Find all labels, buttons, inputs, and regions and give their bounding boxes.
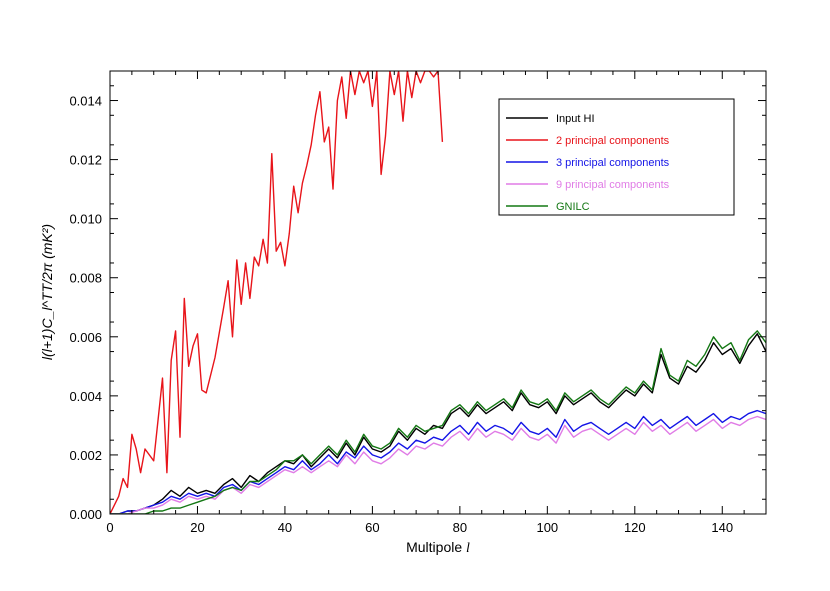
x-tick-label: 80 [453, 520, 467, 535]
y-tick-label: 0.006 [69, 330, 102, 345]
series-line-2-principal-components [110, 71, 444, 514]
y-tick-label: 0.012 [69, 153, 102, 168]
legend-label-gnilc: GNILC [556, 201, 590, 213]
x-axis-title: Multipole l [406, 539, 470, 556]
series-line-3-principal-components [110, 409, 766, 514]
x-tick-label: 0 [106, 520, 113, 535]
series-line-9-principal-components [110, 415, 766, 514]
x-axis-title-text: Multipole [406, 539, 466, 555]
y-tick-label: 0.014 [69, 94, 102, 109]
x-tick-label: 60 [365, 520, 379, 535]
y-tick-label: 0.008 [69, 271, 102, 286]
x-tick-label: 20 [190, 520, 204, 535]
x-tick-label: 40 [278, 520, 292, 535]
x-tick-label: 140 [711, 520, 733, 535]
x-tick-label: 100 [536, 520, 558, 535]
legend-label-input-hi: Input HI [556, 113, 595, 125]
y-tick-label: 0.004 [69, 389, 102, 404]
y-tick-label: 0.000 [69, 507, 102, 522]
y-tick-label: 0.010 [69, 212, 102, 227]
x-tick-label: 120 [624, 520, 646, 535]
legend-label-2-principal-components: 2 principal components [556, 135, 670, 147]
legend-label-9-principal-components: 9 principal components [556, 179, 670, 191]
y-axis-title: l(l+1)C_l^TT/2π (mK²) [39, 224, 55, 360]
legend: Input HI 2 principal components 3 principa… [498, 98, 735, 216]
series-line-gnilc [110, 330, 766, 514]
legend-label-3-principal-components: 3 principal components [556, 157, 670, 169]
x-axis-title-symbol: l [466, 541, 470, 556]
series-layer [110, 71, 766, 514]
ticks-layer: 0 20 40 60 80 100 120 140 0.000 0.002 0.004 0.006 0.… [69, 71, 767, 535]
y-tick-label: 0.002 [69, 448, 102, 463]
